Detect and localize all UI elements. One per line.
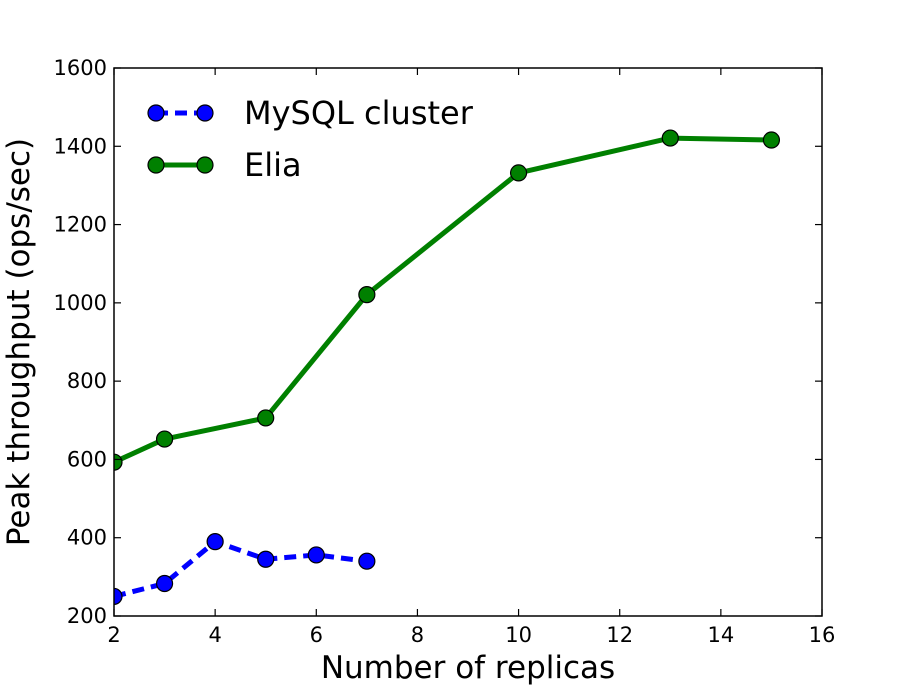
data-point-elia — [762, 131, 781, 149]
y-axis-title: Peak throughput (ops/sec) — [1, 138, 37, 546]
data-point-elia — [257, 409, 275, 427]
legend-marker-elia — [147, 156, 165, 174]
y-tick-label: 1600 — [54, 56, 107, 80]
legend-marker-mysql-cluster — [147, 104, 165, 122]
series-line-mysql-cluster — [114, 539, 368, 599]
series-layer — [114, 129, 781, 606]
legend-item-elia: Elia — [147, 146, 302, 184]
plot-frame — [113, 67, 823, 617]
data-point-mysql-cluster — [307, 546, 325, 564]
data-point-mysql-cluster — [358, 552, 376, 570]
ticks-layer: 2 4 6 8 10 12 14 16 200 400 600 800 1000 1200 1400 1600 — [54, 56, 836, 647]
x-axis-title: Number of replicas — [321, 650, 615, 685]
data-point-elia — [155, 430, 174, 448]
x-tick-label: 2 — [107, 623, 120, 647]
data-point-mysql-cluster — [155, 574, 174, 593]
x-tick-label: 16 — [809, 623, 836, 647]
legend-marker-elia — [196, 156, 214, 174]
legend-marker-mysql-cluster — [196, 104, 214, 122]
x-tick-label: 4 — [208, 623, 221, 647]
data-point-elia — [358, 286, 376, 304]
y-tick-label: 1000 — [54, 291, 107, 315]
y-tick-label: 800 — [67, 369, 107, 393]
legend-label-elia: Elia — [244, 146, 302, 184]
x-tick-label: 8 — [411, 623, 424, 647]
legend-label-mysql-cluster: MySQL cluster — [244, 94, 474, 132]
data-point-mysql-cluster — [114, 587, 123, 606]
x-tick-label: 10 — [505, 623, 532, 647]
data-point-elia — [114, 453, 123, 471]
data-point-elia — [661, 129, 679, 147]
y-tick-label: 1400 — [54, 134, 107, 158]
series-line-elia — [114, 135, 772, 465]
x-tick-label: 6 — [310, 623, 323, 647]
y-tick-label: 200 — [67, 604, 107, 628]
legend-item-mysql-cluster: MySQL cluster — [147, 94, 474, 132]
legend: MySQL cluster Elia — [147, 94, 474, 184]
x-tick-label: 14 — [707, 623, 734, 647]
data-point-mysql-cluster — [257, 550, 275, 568]
data-point-elia — [509, 164, 528, 182]
y-tick-label: 600 — [67, 447, 107, 471]
data-point-mysql-cluster — [206, 533, 224, 551]
plot-area — [114, 129, 781, 606]
y-tick-label: 400 — [67, 526, 107, 550]
x-tick-label: 12 — [606, 623, 633, 647]
y-tick-label: 1200 — [54, 213, 107, 237]
